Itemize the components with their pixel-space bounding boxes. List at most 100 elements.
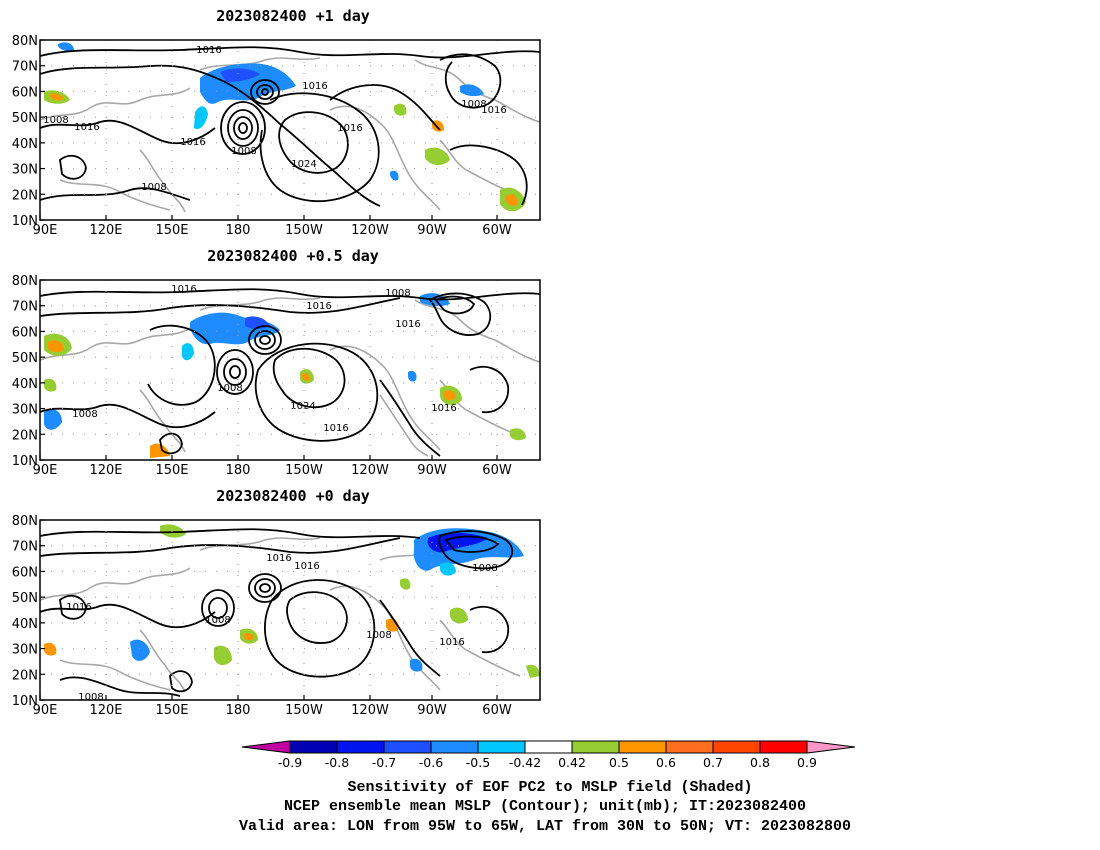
colorbar-box bbox=[618, 740, 667, 754]
contour-label: 1008 bbox=[217, 383, 242, 394]
lon-tick-label: 120W bbox=[351, 223, 389, 238]
lat-tick-label: 70N bbox=[12, 60, 38, 75]
lat-tick-label: 40N bbox=[12, 617, 38, 632]
contour-label: 1008 bbox=[78, 692, 103, 703]
contour-label: 1016 bbox=[294, 561, 319, 572]
lat-tick-label: 10N bbox=[12, 694, 38, 709]
lon-tick-label: 90W bbox=[417, 703, 447, 718]
lat-tick-label: 80N bbox=[12, 274, 38, 289]
contour-label: 1024 bbox=[290, 401, 315, 412]
lat-tick-label: 30N bbox=[12, 403, 38, 418]
lon-tick-label: 150W bbox=[285, 703, 323, 718]
lon-tick-label: 180 bbox=[226, 703, 251, 718]
colorbar: -0.9 -0.8 -0.7 -0.6 -0.5 -0.42 0.42 0.5 0.6 0.7 0.… bbox=[241, 740, 856, 770]
sensitivity-shading bbox=[44, 293, 526, 458]
contour-label: 1016 bbox=[431, 403, 456, 414]
colorbar-label: -0.5 bbox=[466, 755, 490, 770]
colorbar-boxes bbox=[241, 740, 856, 754]
colorbar-box bbox=[383, 740, 432, 754]
colorbar-box bbox=[336, 740, 385, 754]
caption: Sensitivity of EOF PC2 to MSLP field (Sh… bbox=[239, 779, 851, 835]
contour-label: 1008 bbox=[385, 288, 410, 299]
lat-tick-label: 50N bbox=[12, 591, 38, 606]
lat-tick-label: 60N bbox=[12, 85, 38, 100]
panel-plus-0-5-day: 2023082400 +0.5 day bbox=[12, 247, 541, 478]
lon-tick-label: 180 bbox=[226, 223, 251, 238]
lon-tick-label: 180 bbox=[226, 463, 251, 478]
contour-label: 1008 bbox=[231, 146, 256, 157]
lat-tick-label: 20N bbox=[12, 428, 38, 443]
lon-tick-label: 60W bbox=[482, 223, 512, 238]
contour-label: 1008 bbox=[43, 115, 68, 126]
lat-tick-label: 20N bbox=[12, 188, 38, 203]
lat-tick-label: 80N bbox=[12, 34, 38, 49]
lat-tick-label: 70N bbox=[12, 540, 38, 555]
colorbar-label: -0.42 bbox=[509, 755, 541, 770]
lat-tick-label: 10N bbox=[12, 214, 38, 229]
contour-label: 1016 bbox=[196, 45, 221, 56]
lon-tick-label: 150E bbox=[155, 703, 188, 718]
lon-tick-label: 60W bbox=[482, 703, 512, 718]
panel-plus-0-day: 2023082400 +0 day bbox=[12, 487, 541, 718]
contour-labels: 1016 1016 1008 1016 1016 1008 1024 1016 … bbox=[43, 45, 506, 193]
colorbar-box bbox=[430, 740, 479, 754]
lon-tick-label: 60W bbox=[482, 463, 512, 478]
lat-tick-label: 20N bbox=[12, 668, 38, 683]
contour-label: 1008 bbox=[72, 409, 97, 420]
lat-tick-label: 30N bbox=[12, 163, 38, 178]
lon-tick-label: 90W bbox=[417, 223, 447, 238]
colorbar-label: 0.5 bbox=[609, 755, 629, 770]
contour-label: 1008 bbox=[141, 182, 166, 193]
lat-tick-label: 60N bbox=[12, 565, 38, 580]
colorbar-label: 0.8 bbox=[750, 755, 770, 770]
sensitivity-shading bbox=[44, 42, 526, 212]
lon-tick-label: 150E bbox=[155, 223, 188, 238]
map-frame bbox=[39, 279, 541, 461]
colorbar-box bbox=[665, 740, 714, 754]
colorbar-box bbox=[477, 740, 526, 754]
contour-label: 1016 bbox=[306, 301, 331, 312]
lat-tick-label: 40N bbox=[12, 137, 38, 152]
lon-tick-label: 150W bbox=[285, 223, 323, 238]
colorbar-label: 0.42 bbox=[558, 755, 586, 770]
contour-label: 1016 bbox=[481, 105, 506, 116]
contour-label: 1016 bbox=[302, 81, 327, 92]
lat-tick-label: 50N bbox=[12, 111, 38, 126]
contour-label: 1008 bbox=[472, 563, 497, 574]
caption-line-2: NCEP ensemble mean MSLP (Contour); unit(… bbox=[284, 798, 806, 815]
lat-tick-label: 40N bbox=[12, 377, 38, 392]
lon-tick-label: 120W bbox=[351, 463, 389, 478]
contour-label: 1016 bbox=[66, 602, 91, 613]
colorbar-right-arrow bbox=[806, 740, 856, 754]
map-frame bbox=[39, 39, 541, 221]
lon-tick-label: 90E bbox=[33, 223, 58, 238]
contour-label: 1008 bbox=[461, 99, 486, 110]
mslp-contours bbox=[39, 288, 541, 457]
colorbar-label: -0.9 bbox=[278, 755, 302, 770]
contour-label: 1016 bbox=[74, 122, 99, 133]
colorbar-label: 0.6 bbox=[656, 755, 676, 770]
lat-tick-label: 10N bbox=[12, 454, 38, 469]
lon-tick-label: 120E bbox=[89, 223, 122, 238]
lon-tick-label: 90W bbox=[417, 463, 447, 478]
colorbar-box bbox=[759, 740, 808, 754]
colorbar-label: 0.7 bbox=[703, 755, 723, 770]
contour-label: 1016 bbox=[266, 553, 291, 564]
caption-line-1: Sensitivity of EOF PC2 to MSLP field (Sh… bbox=[347, 779, 752, 796]
panel-plus-1-day: 2023082400 +1 day bbox=[12, 7, 541, 238]
lat-tick-label: 50N bbox=[12, 351, 38, 366]
caption-line-3: Valid area: LON from 95W to 65W, LAT fro… bbox=[239, 818, 851, 835]
lon-tick-label: 90E bbox=[33, 703, 58, 718]
contour-label: 1016 bbox=[395, 319, 420, 330]
contour-label: 1016 bbox=[323, 423, 348, 434]
contour-label: 1016 bbox=[337, 123, 362, 134]
lon-tick-label: 120E bbox=[89, 703, 122, 718]
panel-title: 2023082400 +1 day bbox=[216, 7, 370, 25]
lat-tick-label: 30N bbox=[12, 643, 38, 658]
colorbar-label: -0.6 bbox=[419, 755, 443, 770]
lon-tick-label: 150W bbox=[285, 463, 323, 478]
panel-title: 2023082400 +0 day bbox=[216, 487, 370, 505]
